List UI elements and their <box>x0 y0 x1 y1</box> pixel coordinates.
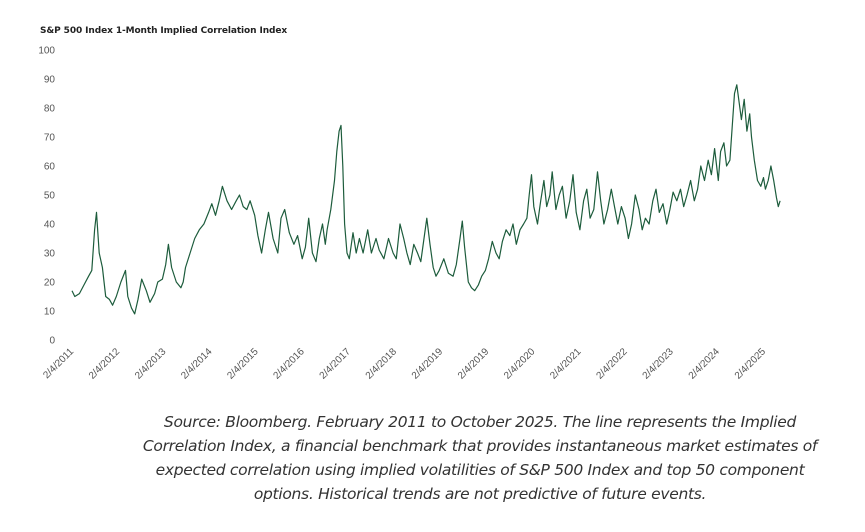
x-tick-label: 2/4/2019 <box>456 346 492 382</box>
y-tick-label: 40 <box>44 220 56 231</box>
x-tick-label: 2/4/2016 <box>271 346 307 382</box>
x-tick-label: 2/4/2012 <box>87 346 123 382</box>
x-tick-label: 2/4/2020 <box>502 346 538 382</box>
y-axis: 0 10 20 30 40 50 60 70 80 90 100 <box>38 46 55 347</box>
y-tick-label: 70 <box>44 133 56 144</box>
x-tick-label: 2/4/2022 <box>594 346 630 382</box>
series-line <box>71 84 781 315</box>
x-tick-label: 2/4/2014 <box>179 346 215 382</box>
x-tick-label: 2/4/2019 <box>410 346 446 382</box>
series-layer <box>71 84 781 315</box>
y-tick-label: 60 <box>44 162 56 173</box>
x-tick-label: 2/4/2024 <box>687 346 723 382</box>
chart-title: S&P 500 Index 1-Month Implied Correlatio… <box>40 26 288 36</box>
y-tick-label: 20 <box>44 278 56 289</box>
x-tick-label: 2/4/2023 <box>641 346 677 382</box>
chart-caption: Source: Bloomberg. February 2011 to Octo… <box>142 413 818 503</box>
x-tick-label: 2/4/2021 <box>548 346 584 382</box>
x-tick-label: 2/4/2015 <box>225 346 261 382</box>
y-tick-label: 90 <box>44 75 56 86</box>
x-tick-label: 2/4/2013 <box>133 346 169 382</box>
y-tick-label: 50 <box>44 191 56 202</box>
x-tick-label: 2/4/2025 <box>733 346 769 382</box>
y-tick-label: 100 <box>38 46 55 57</box>
y-tick-label: 0 <box>49 336 55 347</box>
x-tick-label: 2/4/2017 <box>318 346 354 382</box>
x-tick-label: 2/4/2018 <box>364 346 400 382</box>
x-tick-label: 2/4/2011 <box>41 346 76 381</box>
y-tick-label: 10 <box>44 307 56 318</box>
y-tick-label: 80 <box>44 104 56 115</box>
x-axis: 2/4/2011 2/4/2012 2/4/2013 2/4/2014 2/4/2015… <box>41 346 768 382</box>
y-tick-label: 30 <box>44 249 56 260</box>
